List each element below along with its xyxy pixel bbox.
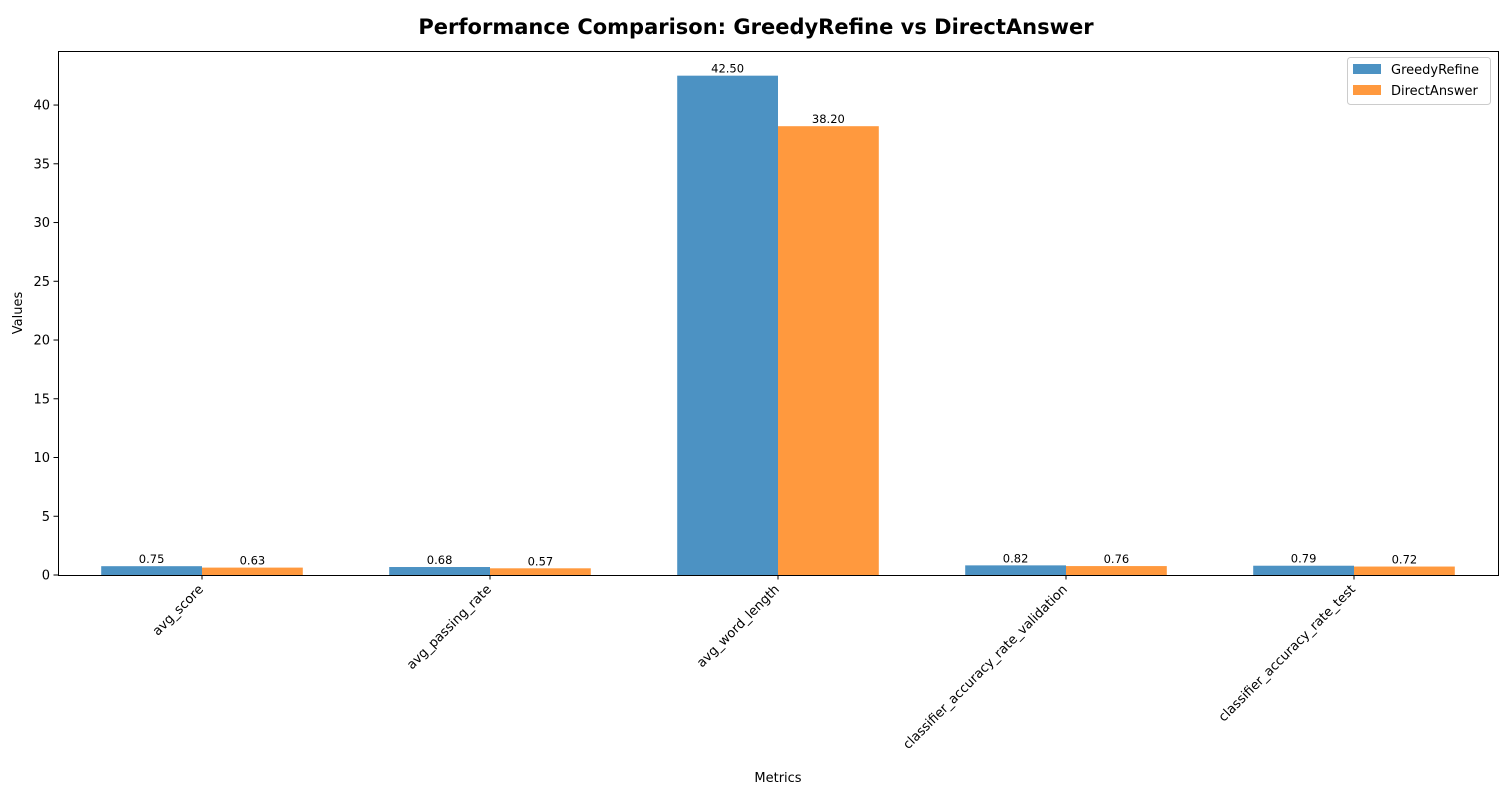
bar-DirectAnswer-avg_word_length (778, 126, 879, 576)
x-tick-label: classifier_accuracy_rate_test (1216, 582, 1359, 725)
y-axis-label: Values (11, 292, 26, 335)
legend-swatch-GreedyRefine (1353, 64, 1381, 74)
bars-layer (101, 75, 1455, 576)
y-tick-label: 40 (33, 99, 50, 114)
bar-GreedyRefine-classifier_accuracy_rate_validation (965, 565, 1066, 575)
x-tick-label: classifier_accuracy_rate_validation (900, 582, 1070, 752)
bar-GreedyRefine-avg_passing_rate (389, 567, 490, 575)
x-tick-label: avg_passing_rate (404, 582, 495, 673)
data-label-DirectAnswer-classifier_accuracy_rate_test: 0.72 (1392, 553, 1418, 567)
data-label-DirectAnswer-avg_word_length: 38.20 (812, 112, 845, 126)
legend-label-DirectAnswer: DirectAnswer (1391, 84, 1478, 99)
y-tick-label: 15 (33, 392, 50, 407)
bar-DirectAnswer-avg_score (202, 567, 303, 575)
y-tick-label: 5 (42, 510, 50, 525)
data-label-GreedyRefine-classifier_accuracy_rate_test: 0.79 (1291, 552, 1317, 566)
bar-GreedyRefine-classifier_accuracy_rate_test (1253, 565, 1354, 575)
x-axis-label: Metrics (754, 771, 801, 786)
legend-swatch-DirectAnswer (1353, 85, 1381, 95)
y-tick-label: 20 (33, 334, 50, 349)
y-tick-label: 0 (42, 569, 50, 584)
legend: GreedyRefine DirectAnswer (1347, 57, 1491, 105)
bar-GreedyRefine-avg_score (101, 566, 202, 575)
data-label-GreedyRefine-avg_score: 0.75 (139, 552, 165, 566)
x-tick-label: avg_word_length (694, 582, 783, 671)
x-tick-label: avg_score (150, 582, 207, 639)
y-tick-label: 35 (33, 157, 50, 172)
data-label-DirectAnswer-avg_passing_rate: 0.57 (528, 554, 554, 568)
bar-DirectAnswer-classifier_accuracy_rate_test (1354, 566, 1455, 575)
chart-title: Performance Comparison: GreedyRefine vs … (418, 15, 1094, 39)
data-label-GreedyRefine-classifier_accuracy_rate_validation: 0.82 (1003, 551, 1029, 565)
bar-GreedyRefine-avg_word_length (677, 75, 778, 576)
data-label-GreedyRefine-avg_passing_rate: 0.68 (427, 553, 453, 567)
legend-frame (1347, 57, 1491, 105)
data-labels-layer: 0.75 0.68 42.50 0.82 0.79 0.63 0.57 38.20 0.76 0.… (139, 62, 1417, 569)
legend-label-GreedyRefine: GreedyRefine (1391, 63, 1479, 78)
y-tick-label: 25 (33, 275, 50, 290)
bar-DirectAnswer-avg_passing_rate (490, 568, 591, 575)
y-tick-label: 30 (33, 216, 50, 231)
bar-DirectAnswer-classifier_accuracy_rate_validation (1066, 566, 1167, 575)
x-axis: avg_score avg_passing_rate avg_word_length… (150, 575, 1359, 753)
y-axis: 0 5 10 15 20 25 30 35 40 (33, 99, 58, 584)
data-label-DirectAnswer-classifier_accuracy_rate_validation: 0.76 (1104, 552, 1130, 566)
data-label-DirectAnswer-avg_score: 0.63 (240, 554, 266, 568)
data-label-GreedyRefine-avg_word_length: 42.50 (711, 62, 744, 76)
y-tick-label: 10 (33, 451, 50, 466)
